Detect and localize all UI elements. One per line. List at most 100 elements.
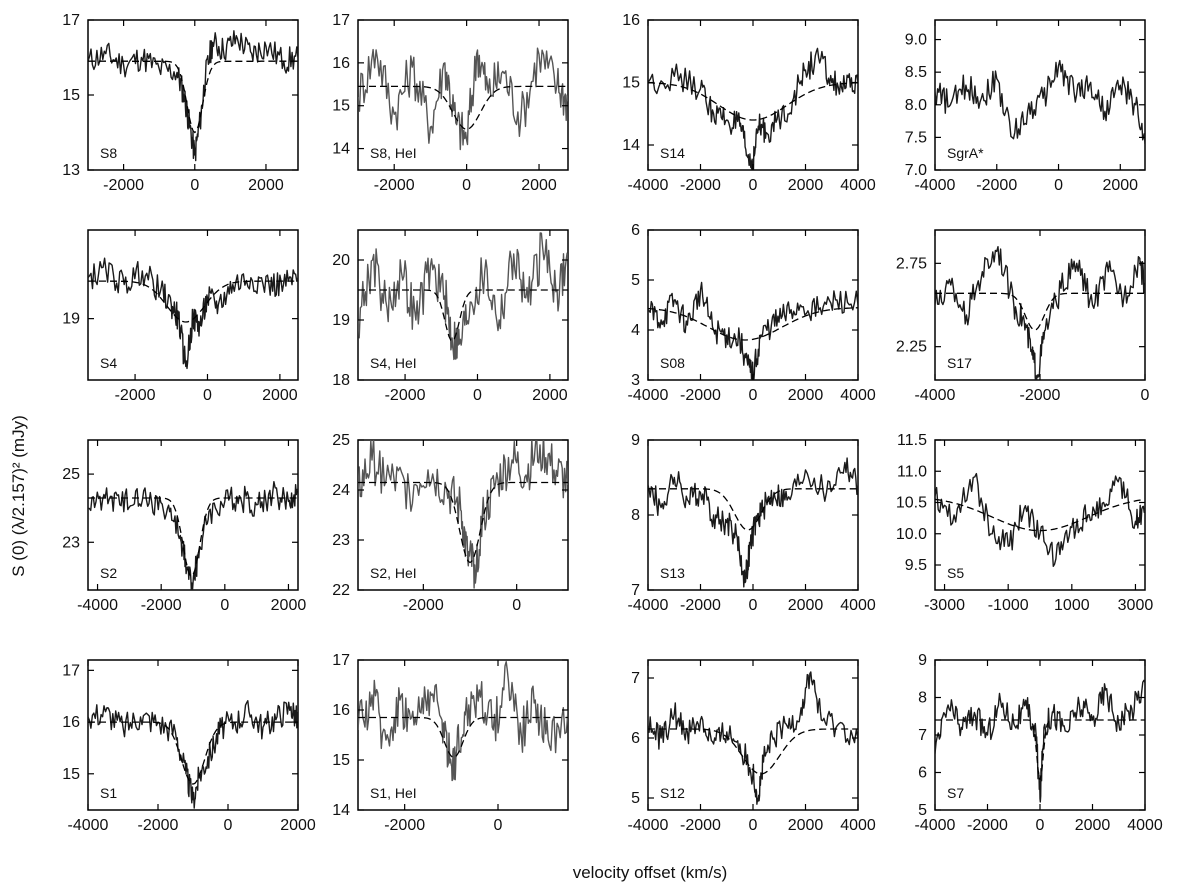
x-tick-label: 2000 — [788, 177, 824, 194]
y-tick-label: 23 — [332, 532, 350, 549]
y-tick-label: 17 — [332, 652, 350, 669]
x-tick-label: 4000 — [840, 177, 876, 194]
x-tick-label: -4000 — [915, 177, 956, 194]
y-tick-label: 16 — [62, 714, 80, 731]
y-tick-label: 15 — [332, 98, 350, 115]
y-tick-label: 9.5 — [905, 557, 927, 574]
y-tick-label: 17 — [332, 12, 350, 29]
panel-label: S17 — [947, 355, 972, 371]
panel-frame — [934, 439, 1146, 591]
y-tick-label: 5 — [918, 802, 927, 819]
spectrum-line — [358, 47, 568, 151]
x-tick-label: -2000 — [680, 597, 721, 614]
x-tick-label: -2000 — [680, 177, 721, 194]
model-fit-line — [358, 481, 568, 564]
spectrum-line — [88, 30, 298, 162]
y-tick-label: 2.25 — [896, 339, 927, 356]
panel-label: SgrA* — [947, 145, 984, 161]
model-fit-line — [88, 60, 298, 134]
x-tick-label: 2000 — [788, 817, 824, 834]
y-tick-label: 8 — [631, 507, 640, 524]
x-tick-label: 0 — [749, 387, 758, 404]
x-tick-label: 0 — [462, 177, 471, 194]
y-tick-label: 15 — [332, 752, 350, 769]
y-tick-label: 5 — [631, 790, 640, 807]
y-tick-label: 23 — [62, 534, 80, 551]
x-tick-label: -4000 — [915, 817, 956, 834]
y-tick-label: 9 — [918, 652, 927, 669]
y-tick-label: 14 — [332, 802, 350, 819]
panel: -2000 0 2000 14 15 16 17 S8, HeI — [332, 12, 569, 194]
spectrum-line — [648, 281, 858, 380]
x-tick-label: 0 — [1054, 177, 1063, 194]
x-tick-label: 3000 — [1118, 597, 1154, 614]
model-fit-line — [648, 82, 858, 121]
y-tick-label: 16 — [622, 12, 640, 29]
y-tick-label: 8.0 — [905, 97, 927, 114]
model-fit-line — [358, 289, 568, 342]
panel-label: S13 — [660, 565, 685, 581]
x-axis-title: velocity offset (km/s) — [573, 863, 728, 882]
panel: -4000 -2000 0 2000 4000 7 8 9 S13 — [628, 432, 876, 614]
panel: -4000 -2000 0 2000 15 16 17 S1 — [62, 659, 316, 834]
y-tick-label: 8 — [918, 690, 927, 707]
x-tick-label: 2000 — [788, 597, 824, 614]
panel: -4000 -2000 0 2000 4000 14 15 16 S14 — [622, 12, 876, 194]
y-tick-label: 22 — [332, 582, 350, 599]
panel-label: S12 — [660, 785, 685, 801]
x-tick-label: 0 — [190, 177, 199, 194]
x-tick-label: 4000 — [840, 597, 876, 614]
y-tick-label: 15 — [62, 766, 80, 783]
model-fit-line — [358, 716, 568, 759]
spectrum-line — [935, 59, 1145, 144]
x-tick-label: -2000 — [115, 387, 156, 404]
x-tick-label: 0 — [749, 597, 758, 614]
panel-label: S14 — [660, 145, 685, 161]
y-tick-label: 11.5 — [897, 432, 927, 449]
spectrum-line — [935, 245, 1145, 380]
panel-label: S4, HeI — [370, 355, 417, 371]
y-tick-label: 17 — [62, 662, 80, 679]
x-tick-label: 2000 — [1102, 177, 1138, 194]
x-tick-label: 2000 — [271, 597, 307, 614]
x-tick-label: -4000 — [915, 387, 956, 404]
x-tick-label: -3000 — [924, 597, 965, 614]
spectrum-line — [88, 481, 298, 590]
spectrum-line — [935, 679, 1145, 803]
x-tick-label: -2000 — [103, 177, 144, 194]
x-tick-label: 0 — [494, 817, 503, 834]
x-tick-label: 0 — [1141, 387, 1150, 404]
y-tick-label: 6 — [918, 765, 927, 782]
panel-label: S8 — [100, 145, 117, 161]
model-fit-line — [935, 292, 1145, 331]
panel: -4000 -2000 0 2000 4000 5 6 7 8 9 S7 — [915, 652, 1163, 834]
panel: -4000 -2000 0 2000 23 25 S2 — [62, 439, 307, 614]
x-tick-label: -4000 — [68, 817, 109, 834]
panel: -4000 -2000 0 2.25 2.75 S17 — [896, 229, 1150, 404]
y-tick-label: 7.5 — [905, 129, 927, 146]
x-tick-label: -2000 — [384, 817, 425, 834]
x-tick-label: -2000 — [141, 597, 182, 614]
model-fit-line — [648, 728, 858, 775]
y-tick-label: 24 — [332, 482, 350, 499]
x-tick-label: -4000 — [77, 597, 118, 614]
x-tick-label: -2000 — [385, 387, 426, 404]
x-tick-label: -4000 — [628, 177, 669, 194]
y-tick-label: 9.0 — [905, 32, 927, 49]
y-tick-label: 10.5 — [896, 495, 927, 512]
y-tick-label: 6 — [631, 222, 640, 239]
x-tick-label: 2000 — [280, 817, 316, 834]
y-tick-label: 5 — [631, 272, 640, 289]
panel: -4000 -2000 0 2000 4000 3 4 5 6 S08 — [628, 222, 876, 404]
x-tick-label: 2000 — [532, 387, 568, 404]
panel-label: S08 — [660, 355, 685, 371]
x-tick-label: -2000 — [374, 177, 415, 194]
panel-label: S1, HeI — [370, 785, 417, 801]
panel: -2000 0 14 15 16 17 S1, HeI — [332, 652, 569, 834]
model-fit-line — [88, 721, 298, 785]
y-tick-label: 2.75 — [896, 255, 927, 272]
panel-label: S8, HeI — [370, 145, 417, 161]
x-tick-label: -2000 — [680, 817, 721, 834]
y-tick-label: 10.0 — [896, 526, 927, 543]
x-tick-label: -2000 — [680, 387, 721, 404]
